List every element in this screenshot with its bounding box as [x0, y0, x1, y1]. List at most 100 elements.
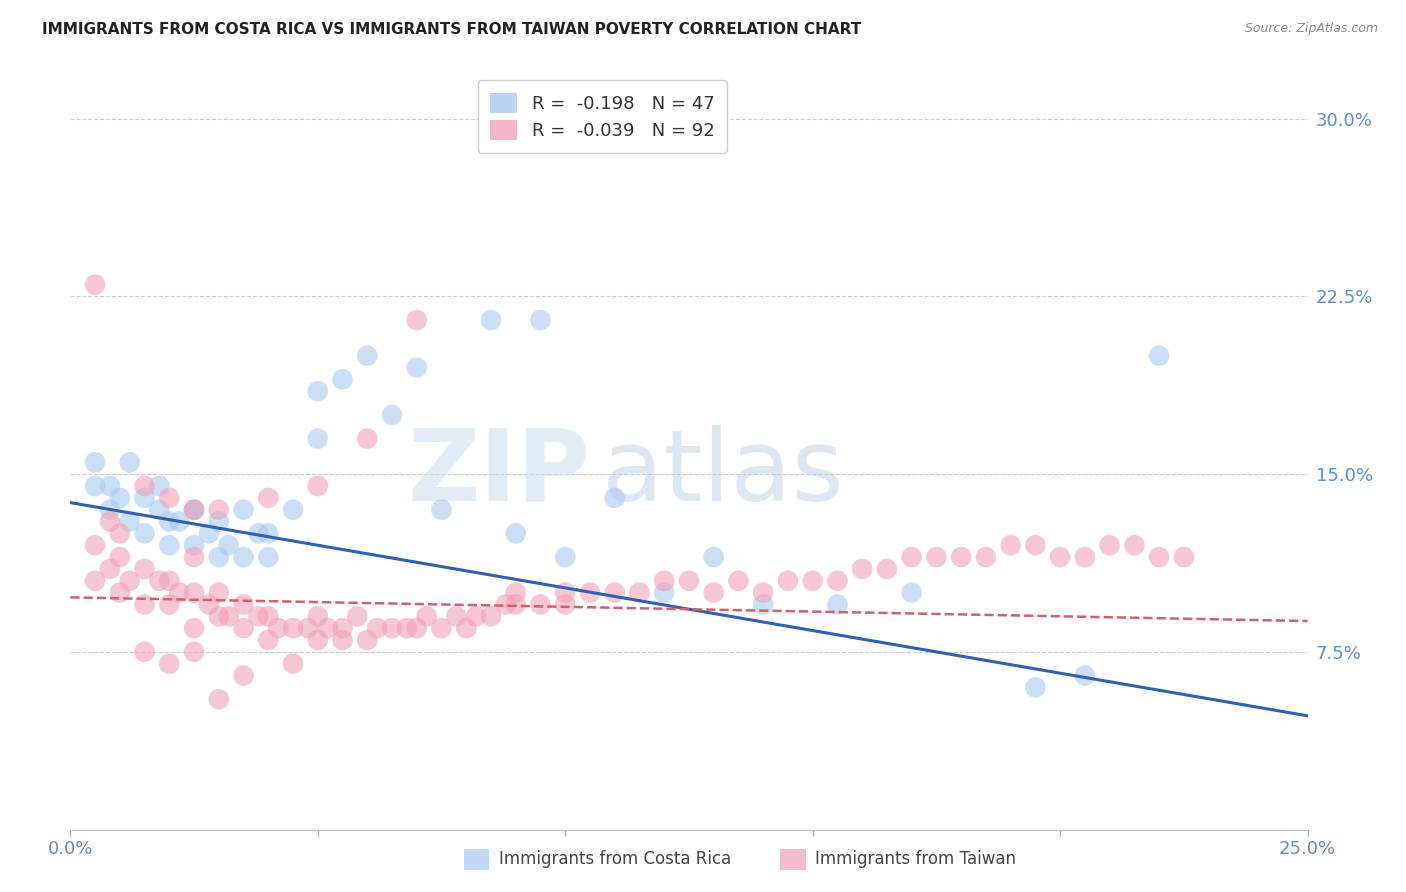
Point — [405, 313, 427, 327]
Point — [98, 515, 121, 529]
Text: Source: ZipAtlas.com: Source: ZipAtlas.com — [1244, 22, 1378, 36]
Point — [183, 502, 205, 516]
Point — [167, 515, 190, 529]
Point — [247, 526, 270, 541]
Point — [134, 562, 156, 576]
Point — [801, 574, 824, 588]
Point — [332, 621, 354, 635]
Point — [208, 515, 231, 529]
Point — [332, 372, 354, 386]
Point — [505, 585, 527, 599]
Point — [356, 349, 378, 363]
Point — [208, 502, 231, 516]
Point — [157, 491, 180, 505]
Point — [198, 526, 221, 541]
Point — [1123, 538, 1146, 552]
Point — [603, 585, 626, 599]
Point — [232, 502, 254, 516]
Point — [381, 408, 404, 422]
Point — [307, 609, 329, 624]
Point — [479, 609, 502, 624]
Point — [851, 562, 873, 576]
Point — [148, 502, 170, 516]
Point — [218, 538, 240, 552]
Point — [208, 585, 231, 599]
Point — [554, 598, 576, 612]
Legend: R =  -0.198   N = 47, R =  -0.039   N = 92: R = -0.198 N = 47, R = -0.039 N = 92 — [478, 80, 727, 153]
Point — [208, 550, 231, 565]
Point — [652, 585, 675, 599]
Point — [134, 491, 156, 505]
Point — [108, 585, 131, 599]
Point — [84, 538, 107, 552]
Point — [900, 585, 922, 599]
Point — [183, 502, 205, 516]
Point — [1098, 538, 1121, 552]
Point — [307, 432, 329, 446]
Point — [84, 455, 107, 469]
Point — [157, 657, 180, 671]
Point — [776, 574, 799, 588]
Point — [134, 598, 156, 612]
Point — [183, 621, 205, 635]
Point — [118, 574, 141, 588]
Point — [366, 621, 388, 635]
Point — [925, 550, 948, 565]
Point — [876, 562, 898, 576]
Point — [198, 598, 221, 612]
Point — [183, 645, 205, 659]
Point — [1049, 550, 1071, 565]
Point — [446, 609, 468, 624]
Point — [307, 633, 329, 648]
Point — [157, 598, 180, 612]
Point — [554, 585, 576, 599]
Point — [281, 621, 304, 635]
Point — [108, 550, 131, 565]
Point — [554, 550, 576, 565]
Point — [430, 621, 453, 635]
Point — [208, 609, 231, 624]
Point — [84, 277, 107, 292]
Text: ZIP: ZIP — [408, 425, 591, 522]
Point — [157, 574, 180, 588]
Point — [208, 692, 231, 706]
Point — [1173, 550, 1195, 565]
Point — [232, 598, 254, 612]
Point — [98, 562, 121, 576]
Point — [1074, 550, 1097, 565]
Point — [84, 574, 107, 588]
Point — [267, 621, 290, 635]
Point — [415, 609, 437, 624]
Point — [603, 491, 626, 505]
Point — [678, 574, 700, 588]
Point — [900, 550, 922, 565]
Point — [98, 502, 121, 516]
Point — [827, 598, 849, 612]
Point — [257, 491, 280, 505]
Point — [1147, 349, 1170, 363]
Point — [479, 313, 502, 327]
Point — [950, 550, 973, 565]
Text: Immigrants from Costa Rica: Immigrants from Costa Rica — [499, 850, 731, 868]
Point — [529, 313, 551, 327]
Point — [703, 585, 725, 599]
Point — [316, 621, 339, 635]
Point — [307, 384, 329, 399]
Point — [157, 515, 180, 529]
Text: atlas: atlas — [602, 425, 844, 522]
Text: Immigrants from Taiwan: Immigrants from Taiwan — [815, 850, 1017, 868]
Point — [108, 526, 131, 541]
Point — [1024, 538, 1046, 552]
Point — [281, 657, 304, 671]
Point — [84, 479, 107, 493]
Point — [332, 633, 354, 648]
Point — [218, 609, 240, 624]
Point — [183, 538, 205, 552]
Point — [134, 526, 156, 541]
Point — [579, 585, 602, 599]
Point — [703, 550, 725, 565]
Point — [1074, 668, 1097, 682]
Point — [405, 621, 427, 635]
Point — [628, 585, 651, 599]
Point — [297, 621, 319, 635]
